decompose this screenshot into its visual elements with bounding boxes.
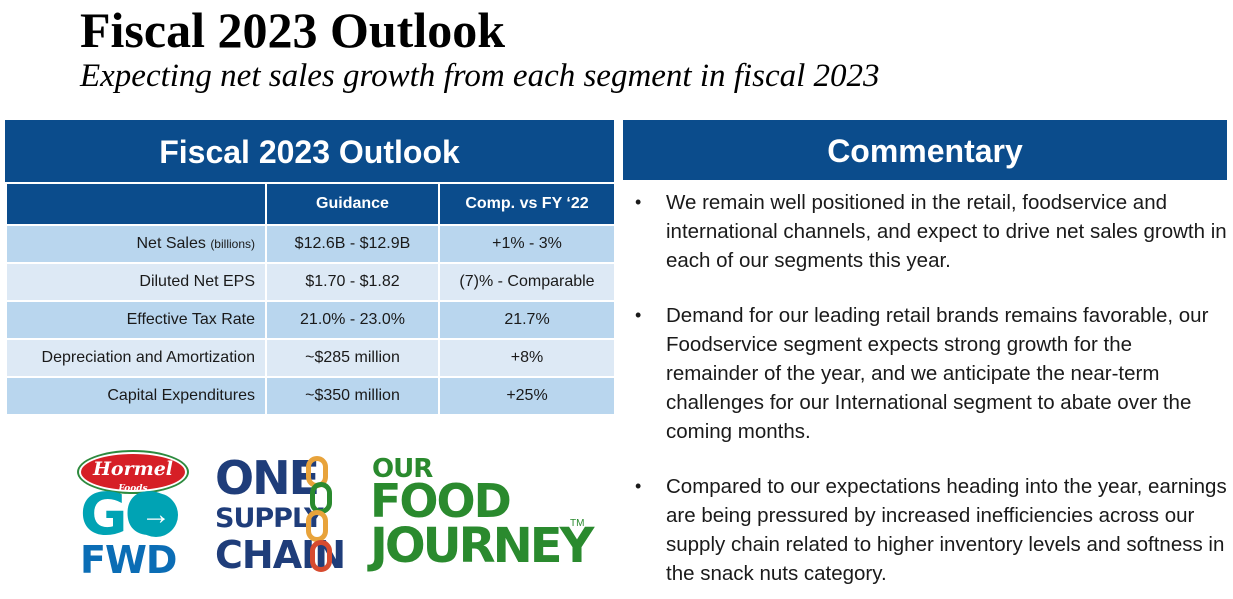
commentary-panel: Commentary • We remain well positioned in… bbox=[623, 120, 1227, 588]
our-text: OUR bbox=[372, 454, 433, 484]
metric-label: Depreciation and Amortization bbox=[41, 349, 255, 366]
guidance-cell: $12.6B - $12.9B bbox=[265, 224, 440, 264]
metric-label: Capital Expenditures bbox=[107, 387, 255, 404]
bullet-icon: • bbox=[635, 476, 642, 496]
bullet-icon: • bbox=[635, 192, 642, 212]
one-text: ONE bbox=[215, 451, 320, 505]
comp-cell: +1% - 3% bbox=[438, 224, 616, 264]
guidance-cell: ~$285 million bbox=[265, 338, 440, 378]
bullet-icon: • bbox=[635, 305, 642, 325]
guidance-cell: 21.0% - 23.0% bbox=[265, 300, 440, 340]
journey-text: JOURNEY bbox=[370, 518, 594, 574]
metric-cell: Depreciation and Amortization bbox=[5, 338, 267, 378]
comp-cell: +25% bbox=[438, 376, 616, 416]
commentary-list: • We remain well positioned in the retail… bbox=[623, 188, 1227, 588]
table-row: Capital Expenditures ~$350 million +25% bbox=[5, 376, 616, 416]
table-row: Diluted Net EPS $1.70 - $1.82 (7)% - Com… bbox=[5, 262, 616, 302]
metric-label: Effective Tax Rate bbox=[126, 311, 255, 328]
comp-cell: +8% bbox=[438, 338, 616, 378]
supply-text: SUPPLY bbox=[215, 503, 323, 534]
column-header-metric bbox=[5, 182, 267, 226]
outlook-panel: Fiscal 2023 Outlook Guidance Comp. vs FY… bbox=[5, 120, 616, 416]
comp-cell: 21.7% bbox=[438, 300, 616, 340]
fwd-text: FWD bbox=[80, 538, 177, 582]
page-title: Fiscal 2023 Outlook bbox=[80, 2, 506, 58]
hormel-sub: Foods bbox=[118, 484, 148, 494]
guidance-cell: ~$350 million bbox=[265, 376, 440, 416]
metric-label: Net Sales bbox=[136, 235, 206, 252]
chain-link-icon bbox=[310, 540, 332, 572]
page-subtitle: Expecting net sales growth from each seg… bbox=[80, 58, 880, 94]
commentary-text: Demand for our leading retail brands rem… bbox=[666, 304, 1209, 443]
metric-cell: Net Sales (billions) bbox=[5, 224, 267, 264]
column-header-comp: Comp. vs FY ‘22 bbox=[438, 182, 616, 226]
hormel-logo: Hormel Foods bbox=[79, 452, 187, 494]
metric-label: Diluted Net EPS bbox=[139, 273, 255, 290]
chain-link-icon bbox=[306, 510, 328, 542]
table-row: Net Sales (billions) $12.6B - $12.9B +1%… bbox=[5, 224, 616, 264]
outlook-table: Guidance Comp. vs FY ‘22 Net Sales (bill… bbox=[5, 182, 616, 416]
outlook-table-heading: Fiscal 2023 Outlook bbox=[5, 120, 614, 182]
commentary-text: Compared to our expectations heading int… bbox=[666, 475, 1227, 585]
list-item: • Compared to our expectations heading in… bbox=[623, 472, 1227, 588]
table-row: Effective Tax Rate 21.0% - 23.0% 21.7% bbox=[5, 300, 616, 340]
metric-cell: Capital Expenditures bbox=[5, 376, 267, 416]
trademark-mark: TM bbox=[570, 518, 585, 529]
metric-cell: Diluted Net EPS bbox=[5, 262, 267, 302]
outlook-table-header-row: Guidance Comp. vs FY ‘22 bbox=[5, 182, 616, 226]
hormel-brand: Hormel bbox=[92, 458, 174, 480]
comp-cell: (7)% - Comparable bbox=[438, 262, 616, 302]
list-item: • Demand for our leading retail brands re… bbox=[623, 301, 1227, 446]
chain-link-icon bbox=[310, 482, 332, 514]
metric-cell: Effective Tax Rate bbox=[5, 300, 267, 340]
commentary-heading: Commentary bbox=[623, 120, 1227, 180]
column-header-guidance: Guidance bbox=[265, 182, 440, 226]
guidance-cell: $1.70 - $1.82 bbox=[265, 262, 440, 302]
food-text: FOOD bbox=[370, 474, 512, 528]
commentary-text: We remain well positioned in the retail,… bbox=[666, 191, 1227, 272]
arrow-right-icon: → bbox=[134, 493, 178, 537]
table-row: Depreciation and Amortization ~$285 mill… bbox=[5, 338, 616, 378]
metric-unit: (billions) bbox=[210, 237, 255, 251]
list-item: • We remain well positioned in the retail… bbox=[623, 188, 1227, 275]
